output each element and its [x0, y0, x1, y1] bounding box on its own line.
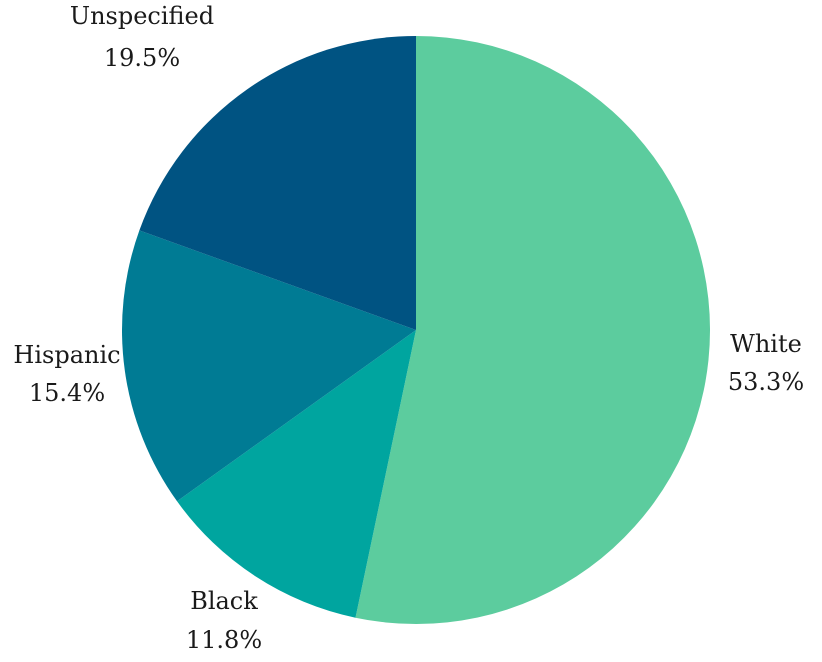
- pie-slice-white: [355, 36, 711, 624]
- slice-value-label-black: 11.8%: [186, 626, 262, 654]
- pie-slice-hispanic: [121, 230, 416, 502]
- slice-label-hispanic: Hispanic: [13, 341, 120, 369]
- slice-label-unspecified: Unspecified: [70, 2, 214, 30]
- pie-slice-black: [177, 330, 416, 618]
- slice-value-label-white: 53.3%: [728, 368, 804, 396]
- pie-slice-unspecified: [139, 36, 416, 330]
- slice-label-black: Black: [190, 587, 258, 615]
- slice-value-label-hispanic: 15.4%: [29, 379, 105, 407]
- pie-slices: [121, 36, 711, 624]
- pie-labels: White 53.3% Black 11.8% Hispanic 15.4% Unspeci…: [13, 2, 804, 654]
- slice-value-label-unspecified: 19.5%: [104, 44, 180, 72]
- slice-label-white: White: [730, 330, 802, 358]
